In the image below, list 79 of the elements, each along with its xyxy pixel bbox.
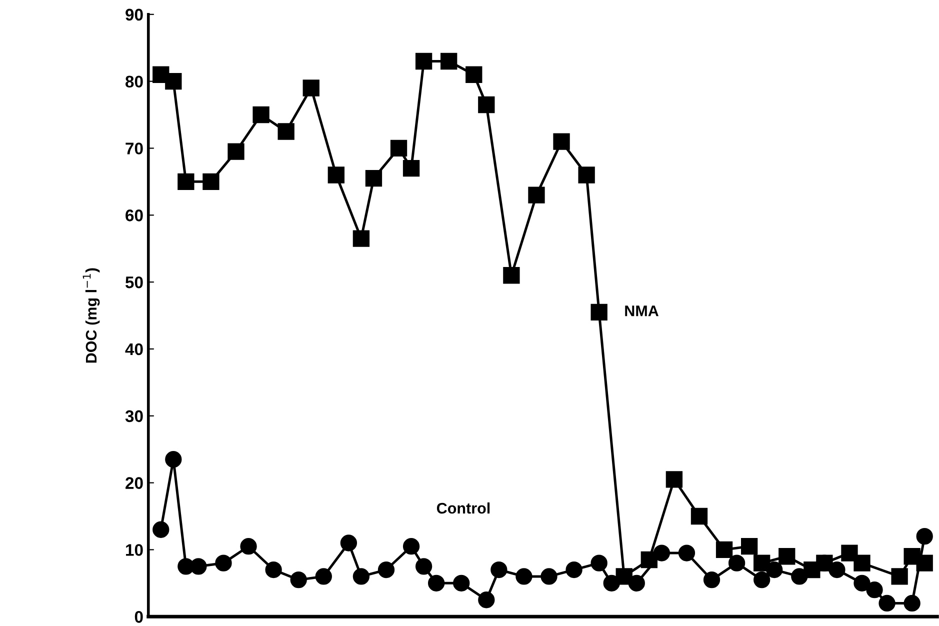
point: [904, 594, 920, 612]
point: [152, 521, 170, 538]
point: [165, 451, 182, 468]
y-axis-title: DOC (mg l$^{−1}$): [82, 268, 100, 363]
point: [590, 304, 608, 320]
y-tick-label: 70: [126, 142, 143, 154]
point: [252, 106, 270, 124]
point: [854, 554, 870, 572]
point: [728, 554, 746, 572]
point: [352, 568, 370, 585]
text: Control: [436, 502, 490, 514]
point: [428, 574, 445, 592]
y-tick-label: 90: [126, 8, 143, 21]
point: [215, 554, 232, 572]
point: [190, 558, 207, 575]
point: [202, 173, 220, 190]
y-tick-label: 60: [126, 210, 143, 222]
point: [402, 538, 420, 555]
point: [754, 554, 770, 572]
point: [390, 140, 408, 157]
point: [866, 582, 883, 598]
point: [590, 554, 608, 572]
point: [503, 267, 520, 284]
point: [778, 548, 796, 565]
y-tick-label: 10: [126, 544, 143, 556]
point: [854, 574, 870, 592]
point: [740, 538, 758, 555]
point: [716, 541, 733, 558]
point: [240, 538, 257, 555]
point: [703, 571, 720, 588]
point: [440, 52, 458, 70]
point: [453, 574, 470, 592]
point: [553, 133, 570, 150]
series-label: NMA: [625, 306, 659, 316]
point: [540, 568, 558, 585]
point: [653, 544, 670, 562]
point: [178, 173, 194, 190]
point: [678, 544, 696, 562]
point: [603, 574, 620, 592]
point: [290, 571, 307, 588]
point: [566, 561, 582, 578]
point: [265, 561, 282, 578]
y-tick-label: 20: [126, 477, 143, 489]
point: [478, 592, 495, 608]
point: [754, 571, 770, 588]
point: [516, 568, 532, 585]
point: [766, 561, 783, 578]
point: [841, 544, 858, 562]
point: [666, 471, 683, 488]
point: [352, 230, 370, 247]
point: [415, 558, 432, 575]
point: [165, 72, 182, 90]
y-tick-label: 0: [134, 611, 143, 623]
point: [478, 96, 495, 114]
point: [878, 594, 896, 612]
point: [490, 561, 508, 578]
point: [466, 66, 482, 83]
point: [916, 528, 933, 545]
point: [791, 568, 808, 585]
point: [828, 561, 846, 578]
point: [278, 123, 294, 140]
point: [402, 160, 420, 177]
point: [340, 534, 358, 552]
y-tick-label: 40: [125, 343, 143, 356]
point: [302, 80, 320, 96]
point: [328, 166, 344, 184]
point: [415, 52, 432, 70]
point: [315, 568, 332, 585]
point: [578, 166, 595, 184]
point: [528, 186, 545, 204]
y-tick-label: 30: [125, 410, 143, 422]
point: [891, 568, 908, 585]
y-tick-label: 50: [125, 276, 143, 288]
point: [365, 170, 382, 187]
point: [690, 508, 708, 525]
y-tick-label: 80: [125, 76, 143, 88]
point: [228, 143, 244, 160]
point: [628, 574, 645, 592]
point: [378, 561, 395, 578]
